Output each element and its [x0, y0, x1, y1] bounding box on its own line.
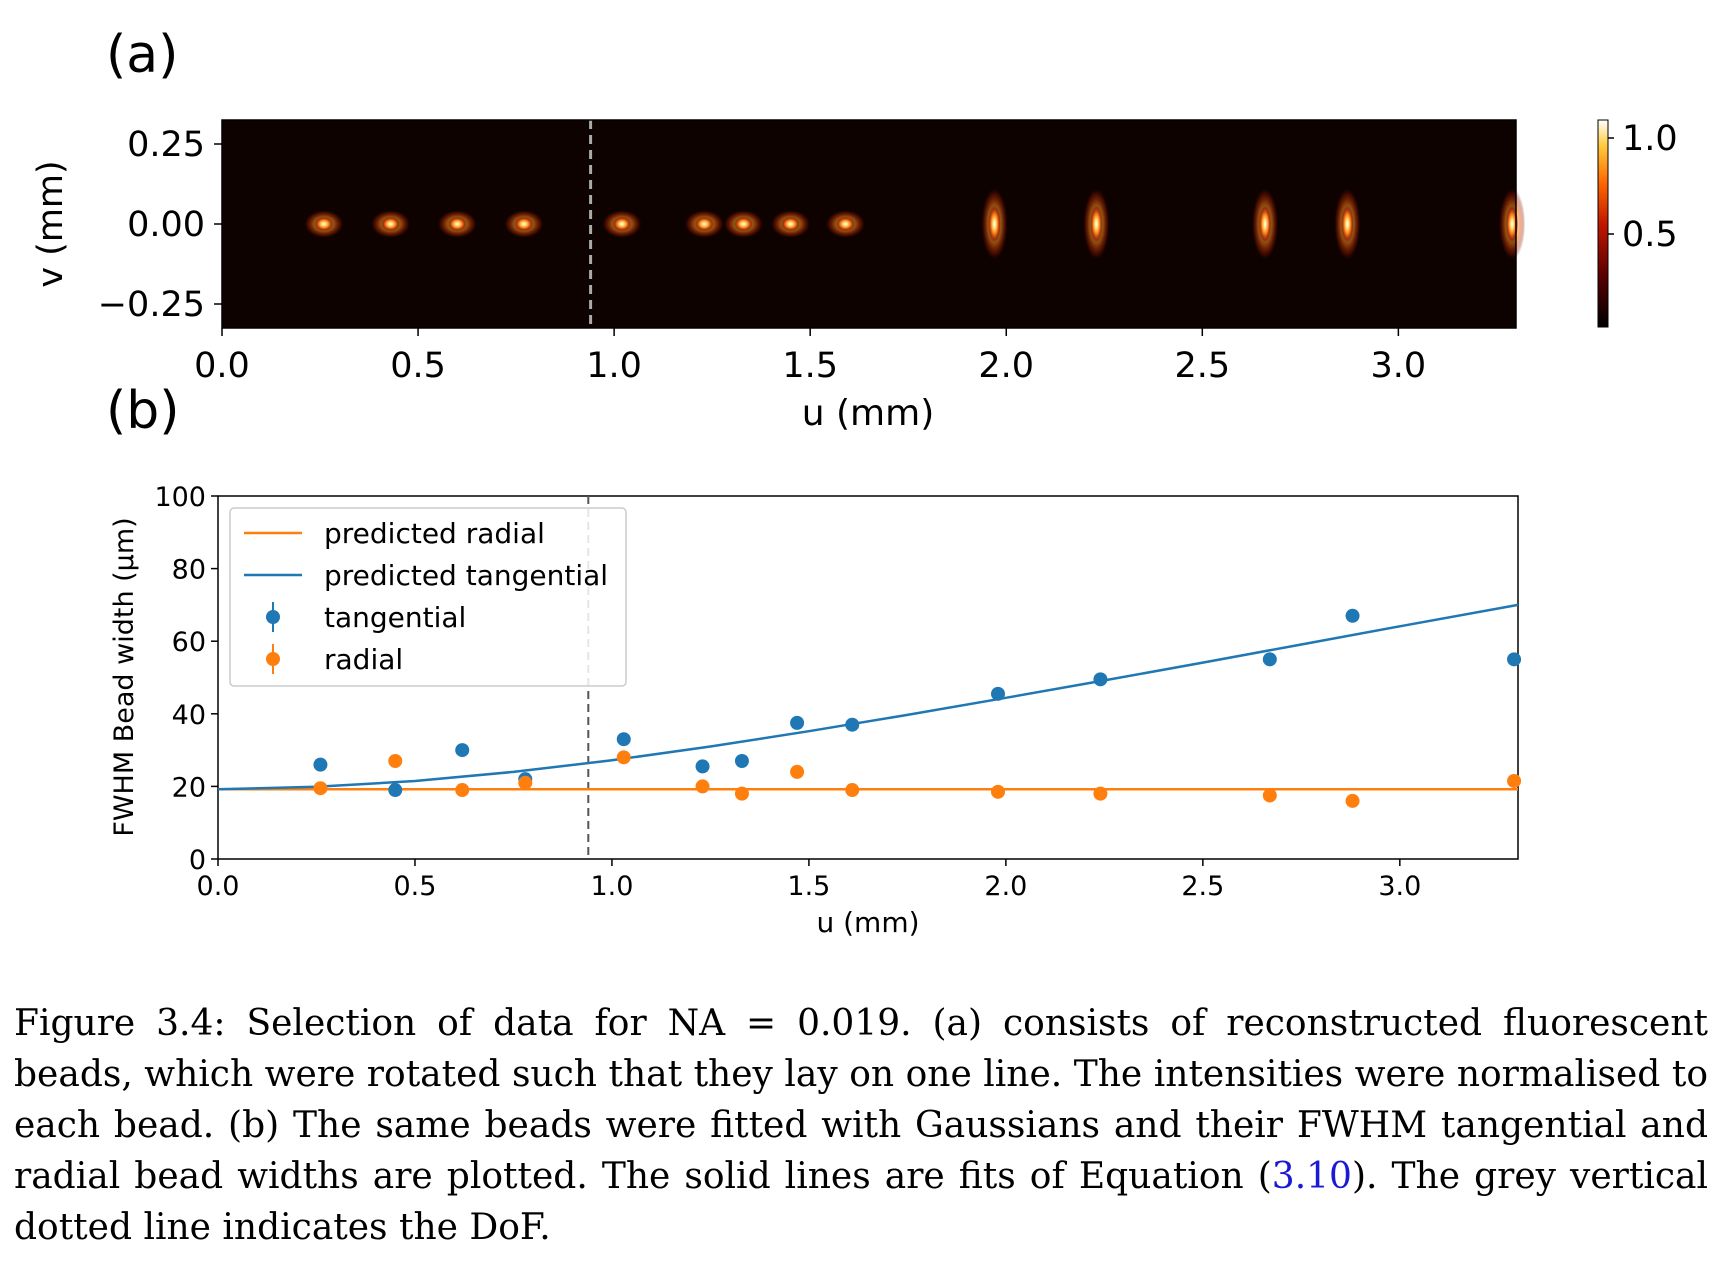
- x-tick-label: 0.5: [390, 346, 446, 386]
- point-radial: [845, 783, 860, 798]
- point-tangential: [695, 759, 710, 774]
- x-tick-label: 3.0: [1371, 346, 1427, 386]
- bead: [314, 217, 333, 231]
- point-radial: [1093, 786, 1108, 801]
- x-tick-label: 1.5: [787, 871, 830, 902]
- colorbar-tick-label: 0.5: [1622, 215, 1678, 255]
- y-tick-label: 0.00: [127, 205, 205, 245]
- x-tick-label: 2.0: [978, 346, 1034, 386]
- legend-marker-radial: [266, 652, 280, 666]
- x-tick-label: 0.0: [194, 346, 250, 386]
- bead: [988, 206, 1001, 242]
- data-points: [313, 608, 1522, 808]
- point-tangential: [1262, 652, 1277, 667]
- legend-box: [229, 507, 627, 687]
- point-tangential: [790, 715, 805, 730]
- point-tangential: [734, 753, 749, 768]
- heatmap-y-ticks: 0.25 0.00 −0.25: [98, 125, 222, 325]
- bead: [381, 217, 400, 231]
- point-tangential: [455, 743, 470, 758]
- bead: [1090, 206, 1103, 242]
- heatmap-xlabel: u (mm): [802, 393, 935, 434]
- point-radial: [313, 781, 328, 796]
- bead: [781, 217, 800, 231]
- panel-b-label: (b): [106, 381, 180, 441]
- x-tick-label: 1.0: [590, 871, 633, 902]
- y-tick-label: 100: [154, 482, 206, 513]
- colorbar: 1.0 0.5: [1597, 119, 1678, 328]
- bead: [514, 217, 533, 231]
- x-tick-label: 1.0: [586, 346, 642, 386]
- point-tangential: [313, 757, 328, 772]
- bead: [695, 217, 714, 231]
- point-tangential: [616, 732, 631, 747]
- x-tick-label: 1.5: [782, 346, 838, 386]
- point-radial: [1507, 773, 1522, 788]
- bead: [836, 217, 855, 231]
- beads: [304, 188, 1526, 260]
- point-radial: [734, 786, 749, 801]
- point-radial: [455, 783, 470, 798]
- colorbar-tick-label: 1.0: [1622, 119, 1678, 159]
- bead: [448, 217, 467, 231]
- point-tangential: [388, 783, 403, 798]
- point-tangential: [1093, 672, 1108, 687]
- bead: [734, 217, 753, 231]
- point-tangential: [1345, 608, 1360, 623]
- point-tangential: [1507, 652, 1522, 667]
- x-tick-label: 2.5: [1181, 871, 1224, 902]
- caption-text: Figure 3.4: Selection of data for NA = 0…: [14, 1003, 1708, 1197]
- y-tick-label: 0: [189, 845, 206, 876]
- x-tick-label: 0.5: [393, 871, 436, 902]
- point-radial: [695, 779, 710, 794]
- point-radial: [388, 753, 403, 768]
- point-tangential: [845, 717, 860, 732]
- colorbar-gradient: [1597, 119, 1609, 328]
- legend-label-predicted-radial: predicted radial: [324, 517, 545, 550]
- point-radial: [790, 764, 805, 779]
- point-radial: [518, 775, 533, 790]
- legend-label-radial: radial: [324, 643, 403, 676]
- bead: [612, 217, 631, 231]
- legend: predicted radial predicted tangential ta…: [229, 507, 627, 687]
- equation-reference-link[interactable]: 3.10: [1271, 1156, 1352, 1197]
- y-tick-label: 60: [172, 627, 206, 658]
- figure-caption: Figure 3.4: Selection of data for NA = 0…: [14, 998, 1708, 1253]
- scatter-plot: 0.0 0.5 1.0 1.5 2.0 2.5 3.0 0 20 40 60 80 100 u (mm…: [109, 482, 1522, 939]
- figure: (a) 0.25 0.00 −0.25 0.0 0.5 1.0 1.5 2.0 2.5 3.…: [31, 25, 1678, 939]
- y-tick-label: 80: [172, 555, 206, 586]
- point-tangential: [991, 686, 1005, 701]
- point-radial: [1262, 788, 1277, 803]
- point-radial: [1345, 793, 1360, 808]
- panel-a-label: (a): [106, 25, 178, 85]
- legend-label-tangential: tangential: [324, 601, 466, 634]
- y-tick-label: 40: [172, 700, 206, 731]
- point-radial: [616, 750, 631, 765]
- bead: [1341, 206, 1354, 242]
- heatmap-x-ticks: 0.0 0.5 1.0 1.5 2.0 2.5 3.0: [194, 328, 1426, 386]
- x-ticks: 0.0 0.5 1.0 1.5 2.0 2.5 3.0: [197, 859, 1421, 902]
- x-tick-label: 3.0: [1378, 871, 1421, 902]
- point-radial: [991, 784, 1005, 799]
- heatmap-background: [222, 120, 1516, 328]
- y-tick-label: 20: [172, 772, 206, 803]
- x-tick-label: 2.5: [1174, 346, 1230, 386]
- y-ticks: 0 20 40 60 80 100: [154, 482, 218, 876]
- y-axis-label: FWHM Bead width (μm): [109, 517, 140, 836]
- heatmap-ylabel: v (mm): [31, 160, 71, 287]
- y-tick-label: −0.25: [98, 285, 205, 325]
- legend-marker-tangential: [266, 610, 280, 624]
- x-tick-label: 2.0: [984, 871, 1027, 902]
- x-axis-label: u (mm): [816, 906, 919, 939]
- heatmap-panel: [221, 119, 1526, 329]
- bead: [1506, 206, 1519, 242]
- x-tick-label: 0.0: [197, 871, 240, 902]
- y-tick-label: 0.25: [127, 125, 205, 165]
- bead: [1259, 206, 1272, 242]
- caption-text-end: ). The grey vertical dotted line indicat…: [14, 1156, 1709, 1248]
- legend-label-predicted-tangential: predicted tangential: [324, 559, 608, 592]
